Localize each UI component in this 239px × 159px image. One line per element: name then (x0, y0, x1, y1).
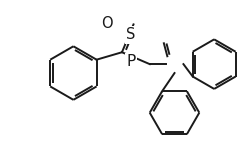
Text: S: S (126, 27, 136, 42)
Text: O: O (101, 16, 112, 31)
Text: P: P (126, 54, 136, 69)
